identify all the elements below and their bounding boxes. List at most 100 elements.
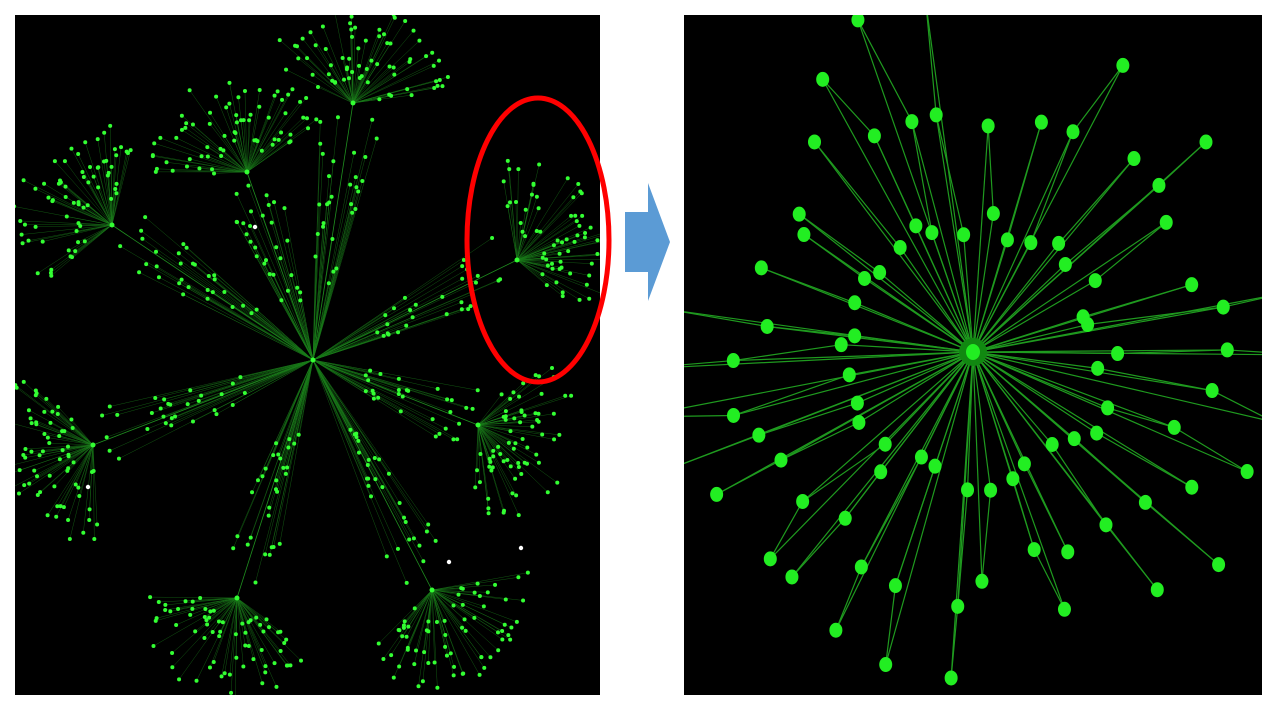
edge	[684, 434, 760, 465]
node	[45, 513, 50, 518]
node	[537, 374, 542, 379]
node	[18, 218, 23, 223]
node	[210, 629, 215, 634]
edge	[516, 259, 543, 275]
node	[179, 277, 184, 282]
node	[56, 181, 61, 186]
node	[263, 552, 268, 557]
node	[95, 165, 100, 170]
node	[389, 93, 394, 98]
edge	[273, 359, 314, 548]
node	[577, 297, 582, 302]
node	[363, 389, 368, 394]
node	[437, 58, 442, 63]
edge	[477, 424, 533, 427]
edge	[52, 200, 113, 226]
node	[350, 70, 355, 75]
node	[15, 204, 17, 209]
node	[760, 318, 774, 334]
edge	[299, 292, 314, 361]
node	[35, 474, 40, 479]
node	[490, 465, 495, 470]
node	[40, 449, 45, 454]
edge	[109, 359, 314, 407]
edge	[312, 359, 388, 557]
node	[49, 267, 54, 272]
node	[212, 408, 217, 413]
edge	[246, 118, 308, 173]
edge	[431, 572, 528, 591]
node	[463, 628, 468, 633]
node	[957, 227, 971, 243]
node	[405, 645, 410, 650]
node	[386, 471, 391, 476]
node	[169, 416, 174, 421]
node	[187, 157, 192, 162]
edge	[769, 351, 974, 560]
edge	[275, 359, 314, 444]
edge	[972, 351, 1053, 445]
node	[278, 256, 283, 261]
edge	[352, 76, 448, 104]
node	[266, 513, 271, 518]
node	[205, 296, 210, 301]
edge	[733, 351, 974, 362]
node	[380, 485, 385, 490]
node	[91, 174, 96, 179]
edge	[312, 138, 377, 361]
edge	[516, 259, 553, 265]
node	[70, 426, 75, 431]
node	[73, 249, 78, 254]
node	[81, 174, 86, 179]
edge	[312, 302, 462, 361]
node	[472, 615, 477, 620]
edge	[230, 597, 238, 693]
node	[566, 249, 571, 254]
edge	[312, 359, 405, 518]
node	[273, 487, 278, 492]
node	[376, 641, 381, 646]
node	[381, 656, 386, 661]
edge	[88, 182, 113, 226]
node	[315, 232, 320, 237]
edge	[431, 589, 509, 636]
node	[320, 24, 325, 29]
node	[631, 409, 644, 424]
edge	[312, 152, 355, 361]
node	[176, 607, 181, 612]
node	[267, 552, 272, 557]
node	[522, 413, 527, 418]
edge	[155, 359, 314, 399]
edge	[322, 26, 354, 104]
node	[149, 410, 154, 415]
node	[460, 625, 465, 630]
node	[475, 468, 480, 473]
node	[211, 659, 216, 664]
edge	[352, 65, 360, 104]
node	[518, 420, 523, 425]
node	[108, 123, 113, 128]
node	[184, 164, 189, 169]
node	[385, 41, 390, 46]
node	[431, 63, 436, 68]
hub-node	[350, 100, 356, 106]
node	[77, 494, 82, 499]
edge	[330, 65, 354, 104]
node	[375, 330, 380, 335]
node	[378, 371, 383, 376]
node	[244, 232, 249, 237]
edge	[798, 213, 880, 273]
edge	[516, 215, 572, 261]
node	[248, 618, 253, 623]
node	[873, 264, 887, 280]
node	[468, 304, 473, 309]
node	[466, 307, 471, 312]
edge	[312, 359, 369, 461]
node	[448, 409, 453, 414]
edge	[29, 444, 94, 484]
edge	[246, 140, 257, 173]
edge	[378, 589, 433, 644]
edge	[150, 596, 238, 599]
edge	[477, 424, 528, 448]
edge	[195, 597, 238, 632]
